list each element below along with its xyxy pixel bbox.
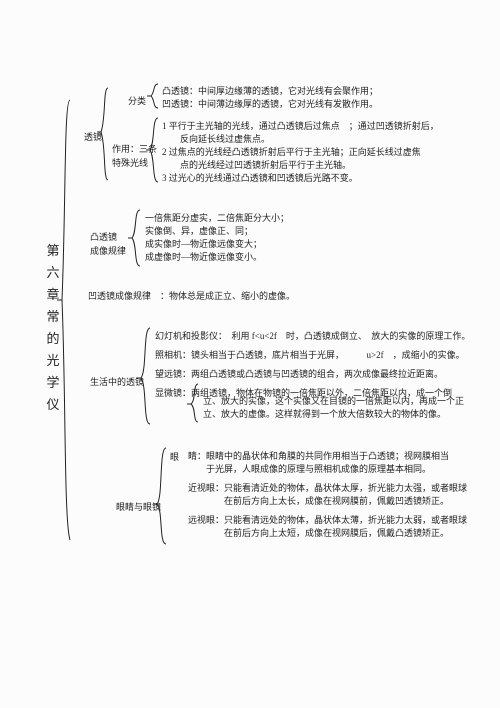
brace-eye: [157, 448, 166, 544]
node-usage: 作用：三条 特殊光线: [112, 142, 157, 170]
leaf-eye-text: 睛：眼睛中的晶状体和角膜的共同作用相当于凸透镜；视网膜相当 于光屏，人眼成像的原…: [188, 450, 467, 540]
node-eye-glasses: 眼睛与眼镜: [116, 500, 161, 514]
leaf-concave: 凹透镜成像规律 ：物体总是成正立、缩小的虚像。: [88, 290, 295, 303]
eye-heading: 眼: [170, 450, 179, 464]
leaf-microscope-cont: 立、放大的实像，这个实像又在目镜的一倍焦距以内，再成一个正 立、放大的虚像。这样…: [203, 395, 464, 421]
leaf-rules: 一倍焦距分虚实，二倍焦距分大小； 实像倒、异，虚像正、同； 成实像时—物近像远像…: [145, 212, 289, 264]
diagram-page: 第六章常 的光学仪 透镜 分类 作用：三条 特殊光线 凸透镜 成像规律 生活中的…: [0, 0, 500, 708]
brace-classify: [151, 84, 158, 108]
brace-lens: [101, 88, 108, 180]
brace-rules: [132, 210, 140, 266]
node-classify: 分类: [128, 94, 146, 108]
brace-root: [62, 100, 70, 540]
leaf-rays: 1 平行于主光轴的光线，通过凸透镜后过焦点 ；通过凹透镜折射后， 反向延长线过虚…: [162, 120, 439, 185]
chapter-title: 第六章常 的光学仪: [46, 240, 62, 416]
leaf-classify: 凸透镜：中间厚边缘薄的透镜，它对光线有会聚作用； 凹透镜：中间薄边缘厚的透镜，它…: [162, 85, 378, 111]
node-convex-rules: 凸透镜 成像规律: [90, 230, 126, 258]
node-lens: 透镜: [84, 130, 102, 144]
leaf-life: 幻灯机和投影仪： 利用 f<u<2f 时，凸透镜成倒立、 放大的实像的原理工作。…: [155, 330, 470, 400]
node-life-lens: 生活中的透镜: [90, 375, 144, 389]
